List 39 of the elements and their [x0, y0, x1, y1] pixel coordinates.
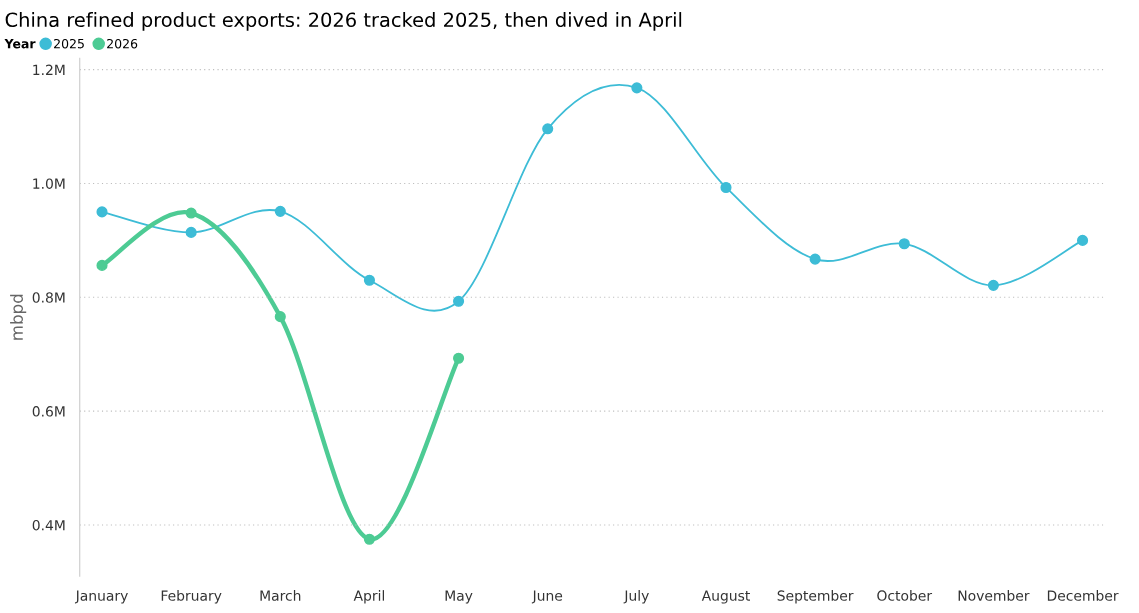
- x-tick-label: January: [74, 590, 128, 604]
- y-tick-label: 0.6M: [32, 406, 65, 417]
- point: [274, 205, 286, 217]
- y-axis-title: mbpd: [10, 294, 27, 340]
- x-tick-label: December: [1047, 590, 1119, 601]
- x-tick-label: September: [777, 590, 854, 604]
- x-tick-label: July: [623, 590, 649, 604]
- point: [987, 279, 999, 291]
- point: [363, 274, 375, 286]
- y-tick-label: 1.0M: [33, 178, 65, 189]
- x-tick-label: April: [353, 590, 384, 604]
- point: [185, 226, 197, 238]
- point: [542, 123, 554, 135]
- legend-title: Year: [4, 39, 36, 49]
- point: [720, 181, 732, 194]
- point: [1076, 234, 1089, 246]
- y-tick-label: 1.2M: [33, 64, 65, 75]
- x-tick-label: June: [531, 590, 563, 604]
- legend-label: 2025: [54, 38, 84, 49]
- x-tick-label: May: [445, 590, 473, 604]
- x-tick-label: August: [701, 590, 750, 604]
- point: [363, 533, 375, 545]
- chart-title: China refined product exports: 2026 tracked 2025, then dived in April: [5, 12, 682, 31]
- y-tick-label: 0.8M: [32, 292, 65, 303]
- point: [96, 206, 108, 218]
- legend-label: 2026: [107, 38, 138, 49]
- point: [274, 311, 286, 323]
- y-tick-label: 0.4M: [32, 519, 65, 531]
- point: [809, 253, 821, 265]
- x-tick-label: March: [260, 590, 301, 601]
- x-tick-label: November: [958, 590, 1030, 601]
- point: [185, 207, 197, 219]
- point: [453, 295, 465, 307]
- point: [898, 238, 910, 250]
- point: [631, 82, 643, 94]
- x-tick-label: February: [161, 590, 222, 604]
- point: [96, 259, 108, 271]
- x-tick-label: October: [877, 590, 933, 601]
- point: [453, 352, 465, 364]
